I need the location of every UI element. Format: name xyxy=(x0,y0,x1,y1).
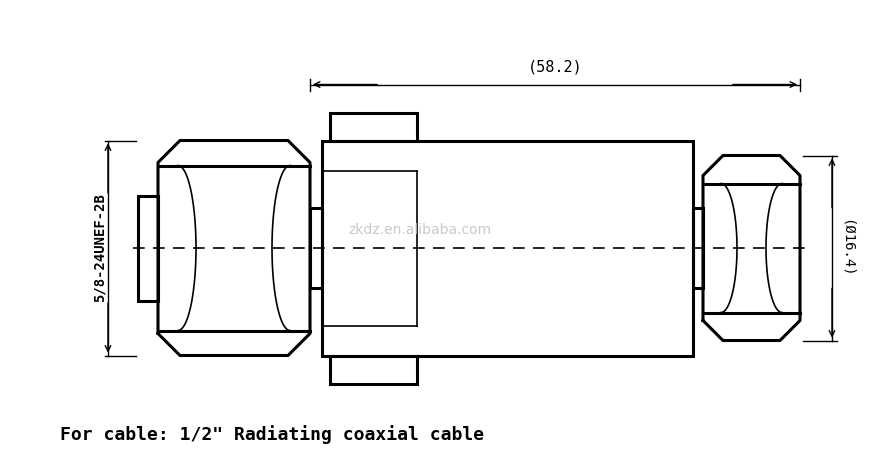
Bar xyxy=(330,356,417,383)
Text: (Ø16.4): (Ø16.4) xyxy=(840,219,854,277)
Text: For cable: 1/2" Radiating coaxial cable: For cable: 1/2" Radiating coaxial cable xyxy=(60,425,484,444)
Bar xyxy=(330,113,417,140)
Text: zkdz.en.alibaba.com: zkdz.en.alibaba.com xyxy=(349,223,492,237)
Bar xyxy=(693,208,703,288)
Bar xyxy=(322,140,693,356)
Bar xyxy=(310,208,322,288)
Bar xyxy=(138,195,158,300)
Text: 5/8-24UNEF-2B: 5/8-24UNEF-2B xyxy=(93,194,107,302)
Text: (58.2): (58.2) xyxy=(528,60,582,75)
